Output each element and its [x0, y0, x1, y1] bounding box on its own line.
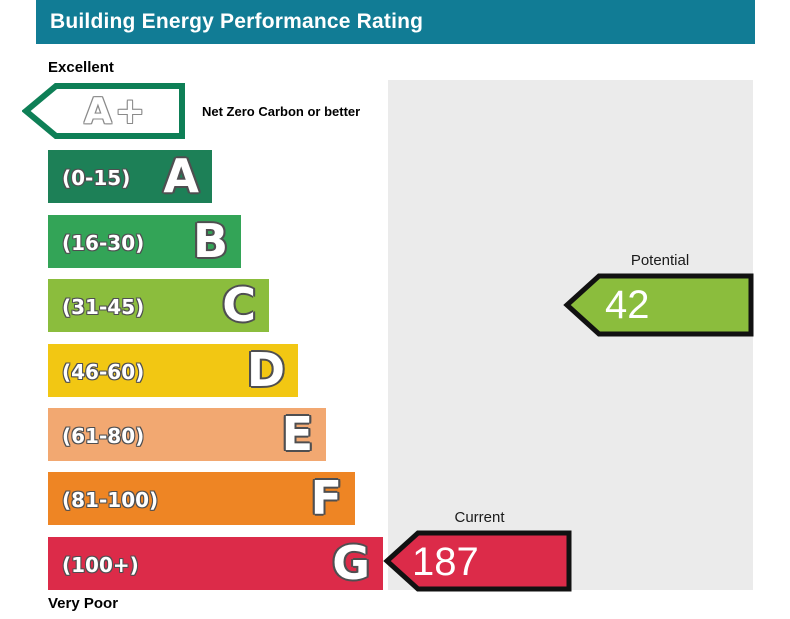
band-grade-letter: D [246, 343, 285, 397]
band-e: (61-80) E [48, 408, 326, 461]
current-arrow-icon [383, 530, 572, 592]
band-c: (31-45) C [48, 279, 269, 332]
band-a-plus: A+ [21, 82, 186, 140]
band-a-plus-grade: A+ [83, 90, 149, 132]
scale-top-label: Excellent [48, 59, 114, 76]
band-f: (81-100) F [48, 472, 355, 525]
band-range-label: (61-80) [62, 424, 145, 448]
current-value: 187 [412, 540, 479, 584]
net-zero-note: Net Zero Carbon or better [202, 104, 361, 119]
band-range-label: (0-15) [62, 166, 131, 190]
potential-arrow-icon [563, 273, 754, 337]
band-range-label: (100+) [62, 553, 139, 577]
a-plus-arrow-icon [21, 83, 185, 139]
band-grade-letter: B [192, 214, 228, 268]
page-title: Building Energy Performance Rating [50, 10, 424, 33]
potential-label: Potential [630, 252, 690, 269]
band-b: (16-30) B [48, 215, 241, 268]
band-grade-letter: F [310, 471, 342, 525]
band-grade-letter: G [332, 536, 370, 590]
band-d: (46-60) D [48, 344, 298, 397]
band-range-label: (46-60) [62, 360, 145, 384]
band-g: (100+) G [48, 537, 383, 590]
potential-value: 42 [605, 283, 650, 327]
band-range-label: (81-100) [62, 488, 159, 512]
current-label: Current [454, 509, 505, 526]
band-range-label: (31-45) [62, 295, 145, 319]
scale-bottom-label: Very Poor [48, 595, 119, 612]
chart-header: Building Energy Performance Rating [36, 0, 755, 44]
band-range-label: (16-30) [62, 231, 145, 255]
band-grade-letter: C [222, 278, 256, 332]
band-grade-letter: E [281, 407, 313, 461]
band-a: (0-15) A [48, 150, 212, 203]
band-grade-letter: A [163, 149, 199, 203]
